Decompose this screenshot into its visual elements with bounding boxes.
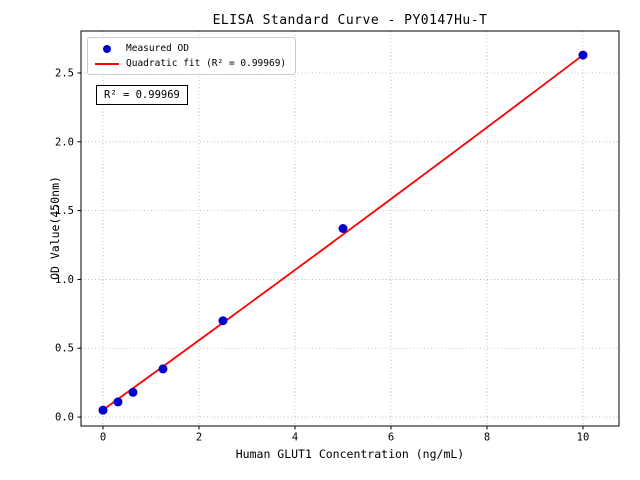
measured-od-marker-icon (103, 44, 111, 53)
y-tick-label: 0.0 (55, 412, 74, 424)
x-axis-label: Human GLUT1 Concentration (ng/mL) (235, 447, 465, 461)
quadratic-fit-line-icon (95, 62, 119, 65)
x-tick-label: 6 (388, 432, 394, 444)
legend-marker-wrap (95, 44, 119, 53)
x-tick-label: 4 (292, 432, 298, 444)
y-tick-label: 1.0 (55, 274, 74, 286)
y-axis-label: OD Value(450nm) (48, 176, 62, 280)
x-tick-label: 2 (196, 432, 202, 444)
legend-label-quadratic-fit: Quadratic fit (R² = 0.99969) (126, 58, 287, 69)
data-point (98, 405, 108, 415)
r-squared-annotation: R² = 0.99969 (96, 85, 188, 105)
legend-label-measured-od: Measured OD (126, 43, 189, 54)
data-point (113, 397, 123, 407)
legend-item-quadratic-fit: Quadratic fit (R² = 0.99969) (95, 58, 286, 69)
x-tick-label: 0 (100, 432, 106, 444)
fit-line (102, 54, 584, 411)
data-point (338, 224, 348, 233)
legend-marker-wrap (95, 62, 119, 65)
y-tick-label: 1.5 (55, 205, 74, 217)
axes-box (80, 30, 620, 427)
data-point (128, 387, 138, 397)
y-tick-label: 2.5 (55, 67, 74, 79)
legend-item-measured-od: Measured OD (95, 43, 286, 54)
x-tick-label: 8 (484, 432, 490, 444)
data-point (578, 50, 588, 60)
chart-title: ELISA Standard Curve - PY0147Hu-T (212, 13, 488, 28)
y-tick-label: 0.5 (55, 343, 74, 355)
x-tick-label: 10 (577, 432, 590, 444)
data-point (218, 316, 228, 326)
data-point (158, 364, 168, 374)
y-tick-label: 2.0 (55, 136, 74, 148)
legend: Measured OD Quadratic fit (R² = 0.99969) (87, 37, 297, 75)
